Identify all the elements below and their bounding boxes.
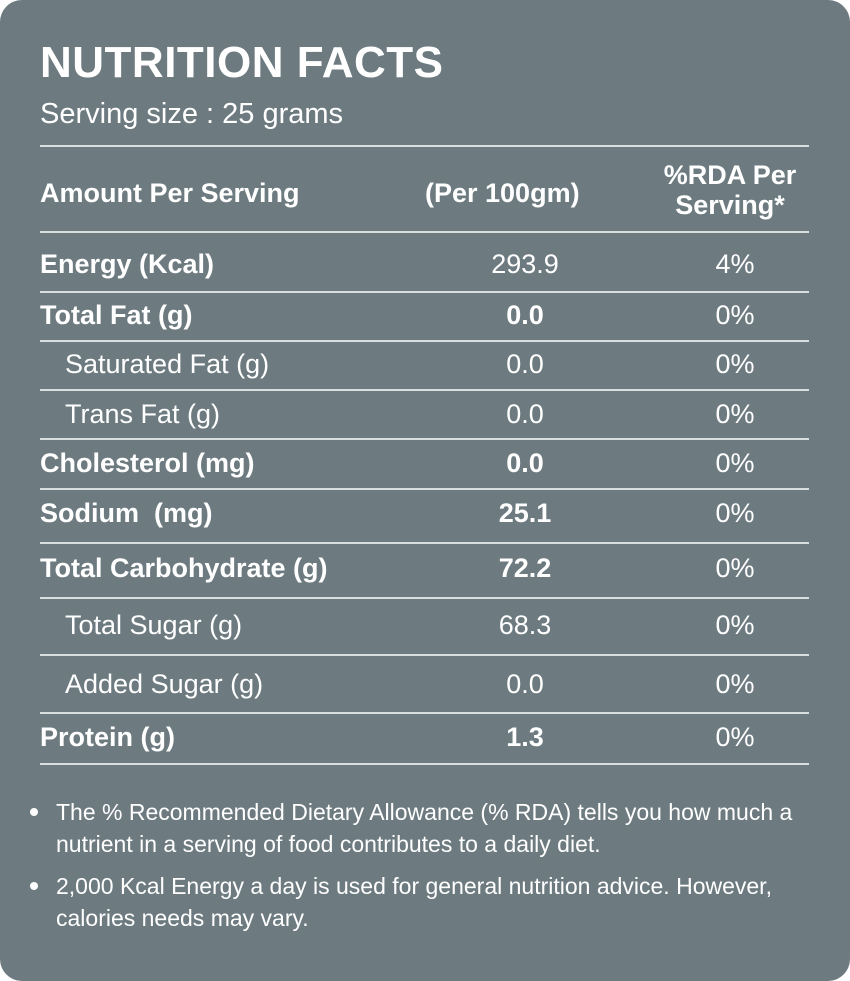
page-title: NUTRITION FACTS [40, 38, 444, 87]
nutrient-rda: 0% [715, 399, 755, 429]
nutrient-value: 0.0 [506, 349, 544, 379]
nutrient-rda: 0% [715, 300, 755, 330]
nutrient-name: Saturated Fat (g) [65, 349, 270, 379]
header-rda-per-serving: %RDA Per Serving* [640, 160, 820, 220]
nutrient-row-energy: Energy (Kcal) 293.9 4% [40, 244, 809, 284]
header-rda-line2: Serving* [675, 190, 785, 220]
nutrient-value: 0.0 [506, 300, 544, 330]
divider [40, 712, 809, 714]
header-per-100gm: (Per 100gm) [425, 178, 580, 208]
divider [40, 763, 809, 765]
nutrient-row-added-sugar: Added Sugar (g) 0.0 0% [40, 664, 809, 704]
nutrient-value: 0.0 [506, 669, 544, 699]
nutrient-row-total-sugar: Total Sugar (g) 68.3 0% [40, 605, 809, 645]
nutrient-value: 72.2 [498, 553, 552, 583]
nutrient-rda: 0% [715, 498, 755, 528]
header-rda-line1: %RDA Per [663, 160, 797, 190]
divider [40, 654, 809, 656]
nutrient-value: 1.3 [506, 722, 544, 752]
serving-size: Serving size : 25 grams [40, 98, 344, 130]
nutrient-name: Protein (g) [40, 722, 175, 752]
nutrient-value: 25.1 [498, 498, 552, 528]
footnote-item: 2,000 Kcal Energy a day is used for gene… [30, 870, 830, 934]
divider [40, 231, 809, 233]
nutrient-value: 68.3 [498, 610, 552, 640]
nutrient-rda: 0% [715, 448, 755, 478]
divider [40, 597, 809, 599]
divider [40, 340, 809, 342]
divider [40, 145, 809, 147]
nutrient-name: Total Fat (g) [40, 300, 193, 330]
nutrient-name: Total Carbohydrate (g) [40, 553, 328, 583]
nutrient-name: Total Sugar (g) [65, 610, 243, 640]
nutrient-rda: 0% [715, 610, 755, 640]
divider [40, 488, 809, 490]
footnote-text: The % Recommended Dietary Allowance (% R… [56, 799, 793, 857]
footnote-item: The % Recommended Dietary Allowance (% R… [30, 796, 830, 860]
nutrient-rda: 0% [715, 669, 755, 699]
nutrient-name: Sodium (mg) [40, 498, 213, 528]
nutrient-row-protein: Protein (g) 1.3 0% [40, 717, 809, 757]
bullet-icon [30, 882, 38, 890]
nutrient-rda: 0% [715, 722, 755, 752]
nutrient-rda: 0% [715, 349, 755, 379]
nutrient-rda: 0% [715, 553, 755, 583]
nutrient-row-saturated-fat: Saturated Fat (g) 0.0 0% [40, 344, 809, 384]
nutrient-value: 0.0 [506, 399, 544, 429]
header-amount-per-serving: Amount Per Serving [40, 178, 300, 208]
nutrient-name: Added Sugar (g) [65, 669, 264, 699]
nutrient-row-sodium: Sodium (mg) 25.1 0% [40, 493, 809, 533]
nutrient-row-trans-fat: Trans Fat (g) 0.0 0% [40, 394, 809, 434]
bullet-icon [30, 808, 38, 816]
nutrient-name: Energy (Kcal) [40, 249, 215, 279]
nutrient-rda: 4% [715, 249, 755, 279]
divider [40, 438, 809, 440]
nutrient-value: 293.9 [491, 249, 559, 279]
divider [40, 389, 809, 391]
divider [40, 291, 809, 293]
nutrient-row-total-fat: Total Fat (g) 0.0 0% [40, 295, 809, 335]
nutrient-row-total-carbohydrate: Total Carbohydrate (g) 72.2 0% [40, 548, 809, 588]
nutrient-name: Trans Fat (g) [65, 399, 221, 429]
footnote-text: 2,000 Kcal Energy a day is used for gene… [56, 873, 772, 931]
divider [40, 542, 809, 544]
nutrient-value: 0.0 [506, 448, 544, 478]
nutrient-name: Cholesterol (mg) [40, 448, 255, 478]
footnotes: The % Recommended Dietary Allowance (% R… [30, 796, 830, 944]
nutrient-row-cholesterol: Cholesterol (mg) 0.0 0% [40, 443, 809, 483]
